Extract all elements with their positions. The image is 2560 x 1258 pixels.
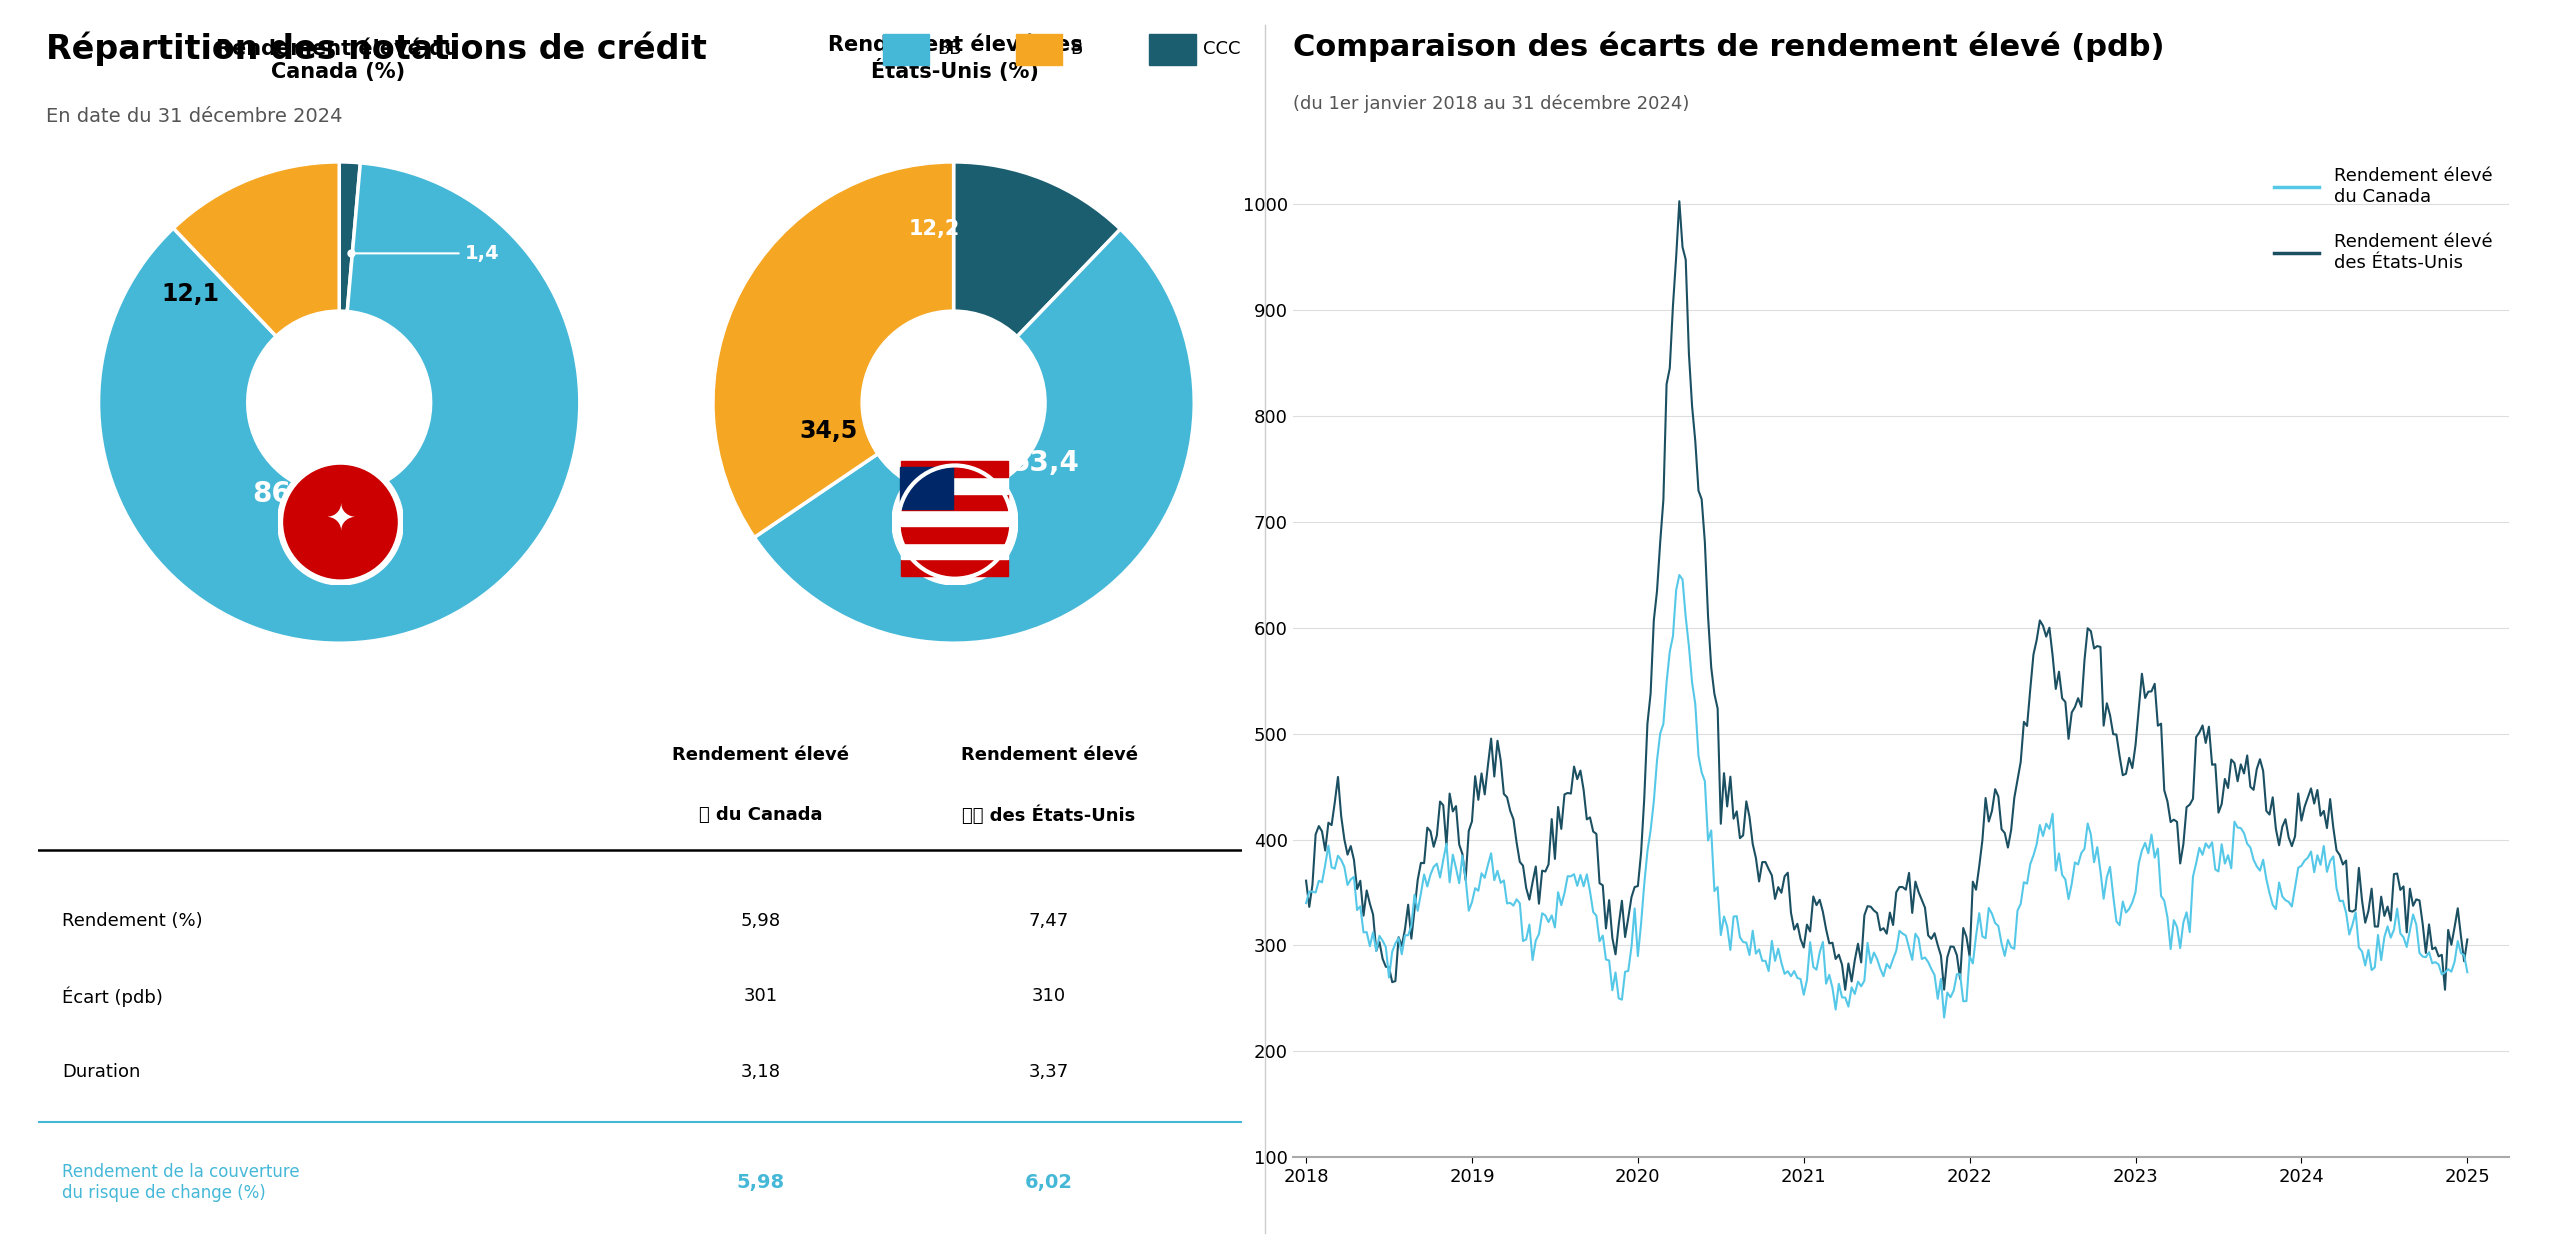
Rendement élevé
des États-Unis xyxy=(1756,868,1787,883)
Wedge shape xyxy=(755,229,1193,643)
Text: Rendement (%): Rendement (%) xyxy=(61,912,202,930)
Text: 3,18: 3,18 xyxy=(740,1063,781,1081)
Rendement élevé
des États-Unis xyxy=(1610,930,1641,945)
Rendement élevé
du Canada xyxy=(2291,850,2322,866)
Rendement élevé
du Canada xyxy=(1290,896,1321,911)
Text: 301: 301 xyxy=(742,988,778,1005)
Line: Rendement élevé
du Canada: Rendement élevé du Canada xyxy=(1306,575,2468,1018)
Text: 🇺🇸 des États-Unis: 🇺🇸 des États-Unis xyxy=(963,805,1137,825)
Rendement élevé
des États-Unis xyxy=(1664,194,1695,209)
Wedge shape xyxy=(174,162,340,336)
Circle shape xyxy=(891,459,1019,585)
Text: Comparaison des écarts de rendement élevé (pdb): Comparaison des écarts de rendement élev… xyxy=(1293,31,2163,62)
Bar xyxy=(901,509,1009,526)
Bar xyxy=(901,493,1009,509)
Bar xyxy=(901,559,1009,575)
Wedge shape xyxy=(714,162,955,537)
Text: Duration: Duration xyxy=(61,1063,141,1081)
Text: ✦: ✦ xyxy=(325,502,356,536)
Rendement élevé
du Canada xyxy=(1610,964,1641,979)
Text: En date du 31 décembre 2024: En date du 31 décembre 2024 xyxy=(46,107,343,126)
Text: B: B xyxy=(1070,40,1083,58)
Text: Rendement élevé du
Canada (%): Rendement élevé du Canada (%) xyxy=(218,39,458,82)
Rendement élevé
des États-Unis xyxy=(1764,879,1795,894)
Rendement élevé
des États-Unis xyxy=(1830,982,1861,998)
Wedge shape xyxy=(100,162,579,643)
Text: 34,5: 34,5 xyxy=(799,419,858,443)
Rendement élevé
des États-Unis xyxy=(1536,811,1567,827)
Rendement élevé
des États-Unis xyxy=(1290,873,1321,888)
Rendement élevé
du Canada xyxy=(1928,1010,1958,1025)
Text: Répartition des notations de crédit: Répartition des notations de crédit xyxy=(46,31,707,65)
Rendement élevé
du Canada xyxy=(1764,941,1795,956)
Text: 1,4: 1,4 xyxy=(353,244,499,263)
Rendement élevé
du Canada xyxy=(2404,945,2435,960)
Circle shape xyxy=(284,465,397,579)
Rendement élevé
du Canada xyxy=(2452,965,2483,980)
Text: 310: 310 xyxy=(1032,988,1065,1005)
FancyBboxPatch shape xyxy=(899,467,952,509)
Wedge shape xyxy=(952,162,1121,337)
Text: Écart (pdb): Écart (pdb) xyxy=(61,986,164,1006)
Text: 5,98: 5,98 xyxy=(737,1172,783,1193)
Rendement élevé
du Canada xyxy=(1756,933,1787,949)
Rendement élevé
des États-Unis xyxy=(2452,932,2483,947)
Text: 🍁 du Canada: 🍁 du Canada xyxy=(699,806,822,824)
Text: 6,02: 6,02 xyxy=(1024,1172,1073,1193)
Line: Rendement élevé
des États-Unis: Rendement élevé des États-Unis xyxy=(1306,201,2468,990)
Bar xyxy=(901,477,1009,493)
Bar xyxy=(901,526,1009,542)
Text: (du 1er janvier 2018 au 31 décembre 2024): (du 1er janvier 2018 au 31 décembre 2024… xyxy=(1293,94,1690,113)
Rendement élevé
des États-Unis xyxy=(2404,893,2435,908)
Wedge shape xyxy=(338,162,361,312)
Text: 86,5: 86,5 xyxy=(251,481,320,508)
Legend: Rendement élevé
du Canada, Rendement élevé
des États-Unis: Rendement élevé du Canada, Rendement éle… xyxy=(2268,160,2499,279)
Rendement élevé
du Canada xyxy=(1536,908,1567,923)
Rendement élevé
du Canada xyxy=(1664,567,1695,582)
Bar xyxy=(901,460,1009,477)
Text: 12,2: 12,2 xyxy=(909,219,960,239)
Text: 53,4: 53,4 xyxy=(1011,449,1080,477)
Text: Rendement élevé des
États-Unis (%): Rendement élevé des États-Unis (%) xyxy=(827,35,1083,82)
Text: Rendement de la couverture
du risque de change (%): Rendement de la couverture du risque de … xyxy=(61,1164,300,1201)
Rendement élevé
des États-Unis xyxy=(2291,790,2322,805)
Text: Rendement élevé: Rendement élevé xyxy=(671,746,850,764)
Text: 7,47: 7,47 xyxy=(1029,912,1070,930)
Text: BB: BB xyxy=(937,40,963,58)
Text: 12,1: 12,1 xyxy=(161,282,220,306)
Text: 5,98: 5,98 xyxy=(740,912,781,930)
Circle shape xyxy=(276,459,404,585)
Text: CCC: CCC xyxy=(1203,40,1242,58)
Text: Rendement élevé: Rendement élevé xyxy=(960,746,1137,764)
Text: 3,37: 3,37 xyxy=(1029,1063,1070,1081)
Bar xyxy=(901,542,1009,559)
